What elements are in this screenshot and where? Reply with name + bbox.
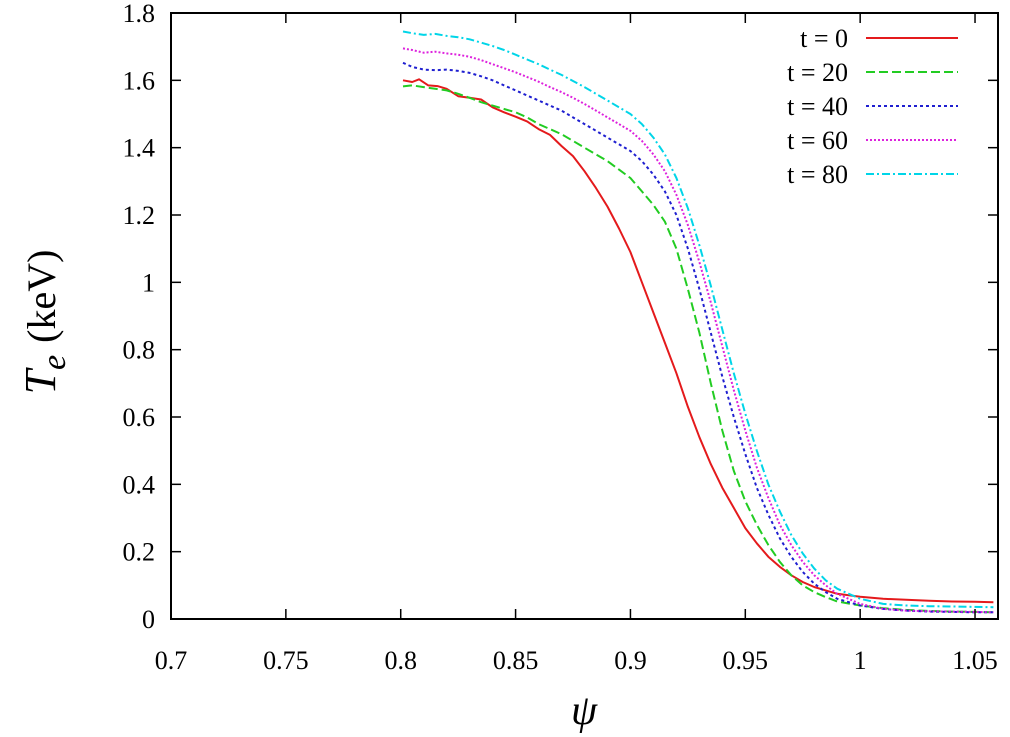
y-tick-label: 0.8 bbox=[123, 336, 156, 365]
svg-text:Te(keV): Te (keV) bbox=[16, 250, 73, 395]
x-tick-label: 1.05 bbox=[952, 646, 998, 675]
x-axis-title: ψ bbox=[571, 688, 598, 734]
y-axis-title: Te (keV) bbox=[16, 250, 73, 395]
x-axis-ticks: 0.7 0.75 0.8 0.85 0.9 0.95 1 1.05 bbox=[155, 13, 998, 675]
y-tick-label: 0 bbox=[142, 605, 155, 634]
x-tick-label: 0.75 bbox=[263, 646, 309, 675]
series-line-4 bbox=[402, 30, 994, 609]
y-tick-label: 1.2 bbox=[123, 201, 156, 230]
x-tick-label: 0.95 bbox=[723, 646, 769, 675]
legend-label: t = 80 bbox=[787, 160, 848, 189]
x-tick-label: 0.85 bbox=[493, 646, 539, 675]
legend-label: t = 20 bbox=[787, 58, 848, 87]
y-tick-label: 0.2 bbox=[123, 538, 156, 567]
x-tick-label: 0.9 bbox=[614, 646, 647, 675]
plot-frame bbox=[170, 12, 999, 620]
y-tick-label: 0.6 bbox=[123, 403, 156, 432]
legend-label: t = 60 bbox=[787, 126, 848, 155]
series-line-2 bbox=[402, 61, 994, 614]
legend-label: t = 0 bbox=[800, 24, 848, 53]
y-tick-label: 0.4 bbox=[123, 470, 156, 499]
series-line-3 bbox=[402, 47, 994, 614]
series-line-1 bbox=[402, 84, 994, 614]
y-axis-title-subscript: e bbox=[36, 355, 73, 370]
y-tick-label: 1.8 bbox=[123, 0, 156, 28]
y-axis-title-unit: (keV) bbox=[19, 250, 64, 343]
y-tick-label: 1.6 bbox=[123, 66, 156, 95]
legend: t = 0 t = 20 t = 40 t = 60 t = 80 bbox=[787, 24, 958, 189]
y-tick-label: 1 bbox=[142, 268, 155, 297]
x-tick-label: 0.7 bbox=[155, 646, 188, 675]
plot-series bbox=[402, 30, 994, 614]
x-tick-label: 0.8 bbox=[384, 646, 417, 675]
series-line-0 bbox=[402, 78, 994, 604]
y-axis-title-symbol: T bbox=[16, 366, 65, 394]
y-tick-label: 1.4 bbox=[123, 134, 156, 163]
y-axis-ticks: 0 0.2 0.4 0.6 0.8 1 1.2 1.4 1.6 1.8 bbox=[123, 0, 998, 634]
x-tick-label: 1 bbox=[854, 646, 867, 675]
legend-label: t = 40 bbox=[787, 92, 848, 121]
